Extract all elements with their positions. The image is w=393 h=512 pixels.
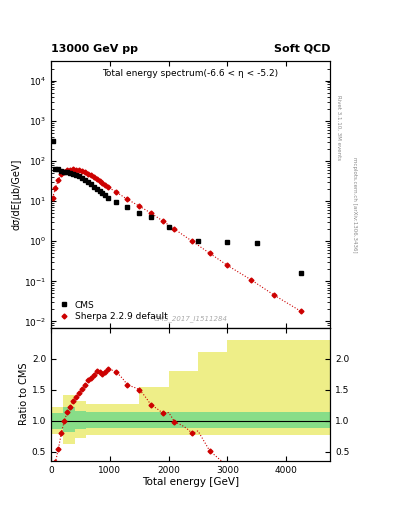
Sherpa 2.2.9 default <box>298 308 303 314</box>
Text: CMS_2017_I1511284: CMS_2017_I1511284 <box>154 315 228 323</box>
Sherpa 2.2.9 default <box>172 226 177 232</box>
CMS <box>59 167 64 174</box>
Sherpa 2.2.9 default <box>160 218 165 224</box>
Sherpa 2.2.9 default <box>68 166 73 173</box>
Sherpa 2.2.9 default <box>94 176 99 182</box>
CMS <box>125 204 130 210</box>
CMS <box>106 195 111 201</box>
CMS <box>85 179 90 185</box>
Sherpa 2.2.9 default <box>83 169 87 175</box>
Sherpa 2.2.9 default <box>100 180 105 186</box>
X-axis label: Total energy [GeV]: Total energy [GeV] <box>142 477 239 487</box>
Sherpa 2.2.9 default <box>113 189 118 195</box>
Sherpa 2.2.9 default <box>74 166 79 173</box>
Sherpa 2.2.9 default <box>62 168 67 175</box>
CMS <box>79 175 84 181</box>
CMS <box>68 170 73 176</box>
Sherpa 2.2.9 default <box>106 184 111 190</box>
CMS <box>103 192 108 198</box>
CMS <box>88 181 93 187</box>
Sherpa 2.2.9 default <box>149 210 153 216</box>
Sherpa 2.2.9 default <box>125 196 130 202</box>
Sherpa 2.2.9 default <box>56 177 61 183</box>
Sherpa 2.2.9 default <box>272 292 277 298</box>
Sherpa 2.2.9 default <box>97 178 102 184</box>
Text: 13000 GeV pp: 13000 GeV pp <box>51 44 138 54</box>
CMS <box>166 224 171 230</box>
Sherpa 2.2.9 default <box>91 174 96 180</box>
Text: mcplots.cern.ch [arXiv:1306.3436]: mcplots.cern.ch [arXiv:1306.3436] <box>352 157 357 252</box>
CMS <box>137 210 141 216</box>
Text: Soft QCD: Soft QCD <box>274 44 330 54</box>
Y-axis label: dσ/dE[μb/GeV]: dσ/dE[μb/GeV] <box>11 159 21 230</box>
CMS <box>83 177 87 183</box>
CMS <box>94 186 99 192</box>
Sherpa 2.2.9 default <box>225 262 230 268</box>
CMS <box>53 166 58 172</box>
Sherpa 2.2.9 default <box>79 168 84 174</box>
CMS <box>97 188 102 194</box>
Sherpa 2.2.9 default <box>85 170 90 177</box>
CMS <box>65 169 70 175</box>
Sherpa 2.2.9 default <box>59 172 64 178</box>
CMS <box>113 199 118 205</box>
CMS <box>254 240 259 246</box>
Sherpa 2.2.9 default <box>65 167 70 173</box>
CMS <box>100 190 105 196</box>
CMS <box>56 166 61 173</box>
Sherpa 2.2.9 default <box>190 238 195 244</box>
CMS <box>91 183 96 189</box>
CMS <box>149 214 153 220</box>
Text: Rivet 3.1.10, 3M events: Rivet 3.1.10, 3M events <box>336 95 341 161</box>
Sherpa 2.2.9 default <box>50 195 55 201</box>
CMS <box>77 174 81 180</box>
Sherpa 2.2.9 default <box>208 250 212 257</box>
Sherpa 2.2.9 default <box>248 276 253 283</box>
CMS <box>50 138 55 144</box>
Line: CMS: CMS <box>50 139 303 275</box>
CMS <box>74 172 79 178</box>
Sherpa 2.2.9 default <box>103 182 108 188</box>
Line: Sherpa 2.2.9 default: Sherpa 2.2.9 default <box>51 167 303 313</box>
Sherpa 2.2.9 default <box>71 166 75 173</box>
Y-axis label: Ratio to CMS: Ratio to CMS <box>19 363 29 425</box>
Sherpa 2.2.9 default <box>53 185 58 191</box>
Text: Total energy spectrum(-6.6 < η < -5.2): Total energy spectrum(-6.6 < η < -5.2) <box>103 70 279 78</box>
Sherpa 2.2.9 default <box>77 167 81 173</box>
Legend: CMS, Sherpa 2.2.9 default: CMS, Sherpa 2.2.9 default <box>55 299 169 323</box>
CMS <box>298 270 303 276</box>
Sherpa 2.2.9 default <box>137 203 141 209</box>
Sherpa 2.2.9 default <box>88 172 93 178</box>
CMS <box>196 238 200 244</box>
CMS <box>62 168 67 175</box>
CMS <box>225 239 230 245</box>
CMS <box>71 171 75 177</box>
